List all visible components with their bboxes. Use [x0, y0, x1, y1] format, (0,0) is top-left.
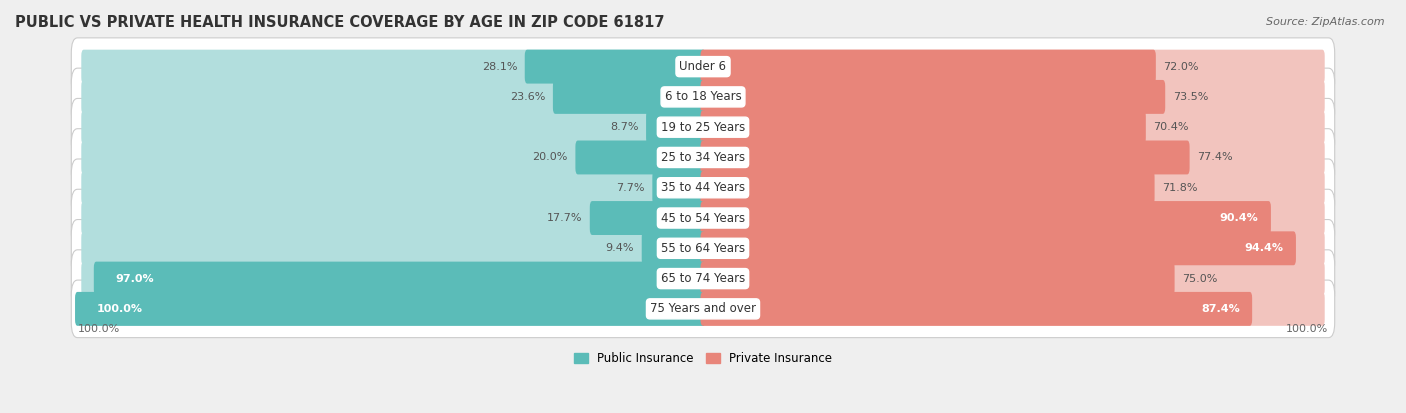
Text: 23.6%: 23.6%	[510, 92, 546, 102]
FancyBboxPatch shape	[575, 140, 706, 174]
FancyBboxPatch shape	[82, 171, 706, 205]
Text: 90.4%: 90.4%	[1219, 213, 1258, 223]
Text: 94.4%: 94.4%	[1244, 243, 1284, 253]
FancyBboxPatch shape	[82, 140, 706, 174]
FancyBboxPatch shape	[72, 250, 1334, 307]
FancyBboxPatch shape	[700, 50, 1324, 83]
Text: 9.4%: 9.4%	[606, 243, 634, 253]
FancyBboxPatch shape	[700, 110, 1324, 144]
FancyBboxPatch shape	[82, 292, 706, 326]
Text: 97.0%: 97.0%	[115, 273, 153, 284]
FancyBboxPatch shape	[82, 201, 706, 235]
FancyBboxPatch shape	[72, 38, 1334, 95]
FancyBboxPatch shape	[72, 159, 1334, 216]
Text: 71.8%: 71.8%	[1163, 183, 1198, 193]
FancyBboxPatch shape	[700, 140, 1189, 174]
FancyBboxPatch shape	[700, 50, 1156, 83]
Text: 75 Years and over: 75 Years and over	[650, 302, 756, 316]
FancyBboxPatch shape	[700, 110, 1146, 144]
Text: 65 to 74 Years: 65 to 74 Years	[661, 272, 745, 285]
Text: 28.1%: 28.1%	[482, 62, 517, 71]
FancyBboxPatch shape	[94, 261, 706, 296]
Text: 87.4%: 87.4%	[1201, 304, 1240, 314]
FancyBboxPatch shape	[82, 80, 706, 114]
FancyBboxPatch shape	[652, 171, 706, 205]
Text: 45 to 54 Years: 45 to 54 Years	[661, 211, 745, 225]
Legend: Public Insurance, Private Insurance: Public Insurance, Private Insurance	[569, 347, 837, 370]
FancyBboxPatch shape	[589, 201, 706, 235]
FancyBboxPatch shape	[82, 110, 706, 144]
Text: Source: ZipAtlas.com: Source: ZipAtlas.com	[1267, 17, 1385, 26]
Text: 55 to 64 Years: 55 to 64 Years	[661, 242, 745, 255]
Text: 25 to 34 Years: 25 to 34 Years	[661, 151, 745, 164]
Text: 8.7%: 8.7%	[610, 122, 638, 132]
Text: 6 to 18 Years: 6 to 18 Years	[665, 90, 741, 103]
FancyBboxPatch shape	[700, 201, 1271, 235]
FancyBboxPatch shape	[700, 292, 1253, 326]
FancyBboxPatch shape	[72, 280, 1334, 338]
FancyBboxPatch shape	[700, 231, 1296, 265]
Text: Under 6: Under 6	[679, 60, 727, 73]
FancyBboxPatch shape	[553, 80, 706, 114]
FancyBboxPatch shape	[524, 50, 706, 83]
FancyBboxPatch shape	[647, 110, 706, 144]
FancyBboxPatch shape	[82, 261, 706, 296]
FancyBboxPatch shape	[641, 231, 706, 265]
FancyBboxPatch shape	[700, 80, 1166, 114]
FancyBboxPatch shape	[700, 80, 1324, 114]
FancyBboxPatch shape	[700, 292, 1324, 326]
FancyBboxPatch shape	[72, 68, 1334, 126]
Text: 77.4%: 77.4%	[1197, 152, 1233, 162]
Text: 72.0%: 72.0%	[1163, 62, 1199, 71]
FancyBboxPatch shape	[700, 171, 1154, 205]
FancyBboxPatch shape	[700, 201, 1324, 235]
FancyBboxPatch shape	[700, 140, 1324, 174]
FancyBboxPatch shape	[700, 231, 1324, 265]
FancyBboxPatch shape	[700, 171, 1324, 205]
FancyBboxPatch shape	[700, 261, 1174, 296]
FancyBboxPatch shape	[72, 220, 1334, 277]
Text: 17.7%: 17.7%	[547, 213, 582, 223]
Text: 100.0%: 100.0%	[96, 304, 142, 314]
FancyBboxPatch shape	[82, 231, 706, 265]
FancyBboxPatch shape	[72, 189, 1334, 247]
FancyBboxPatch shape	[72, 98, 1334, 156]
Text: 70.4%: 70.4%	[1153, 122, 1189, 132]
FancyBboxPatch shape	[72, 129, 1334, 186]
Text: PUBLIC VS PRIVATE HEALTH INSURANCE COVERAGE BY AGE IN ZIP CODE 61817: PUBLIC VS PRIVATE HEALTH INSURANCE COVER…	[15, 15, 665, 30]
Text: 73.5%: 73.5%	[1173, 92, 1208, 102]
Text: 35 to 44 Years: 35 to 44 Years	[661, 181, 745, 194]
FancyBboxPatch shape	[75, 292, 706, 326]
Text: 7.7%: 7.7%	[616, 183, 645, 193]
Text: 20.0%: 20.0%	[533, 152, 568, 162]
FancyBboxPatch shape	[82, 50, 706, 83]
FancyBboxPatch shape	[700, 261, 1324, 296]
Text: 75.0%: 75.0%	[1182, 273, 1218, 284]
Text: 19 to 25 Years: 19 to 25 Years	[661, 121, 745, 134]
Text: 100.0%: 100.0%	[77, 324, 120, 334]
Text: 100.0%: 100.0%	[1286, 324, 1329, 334]
